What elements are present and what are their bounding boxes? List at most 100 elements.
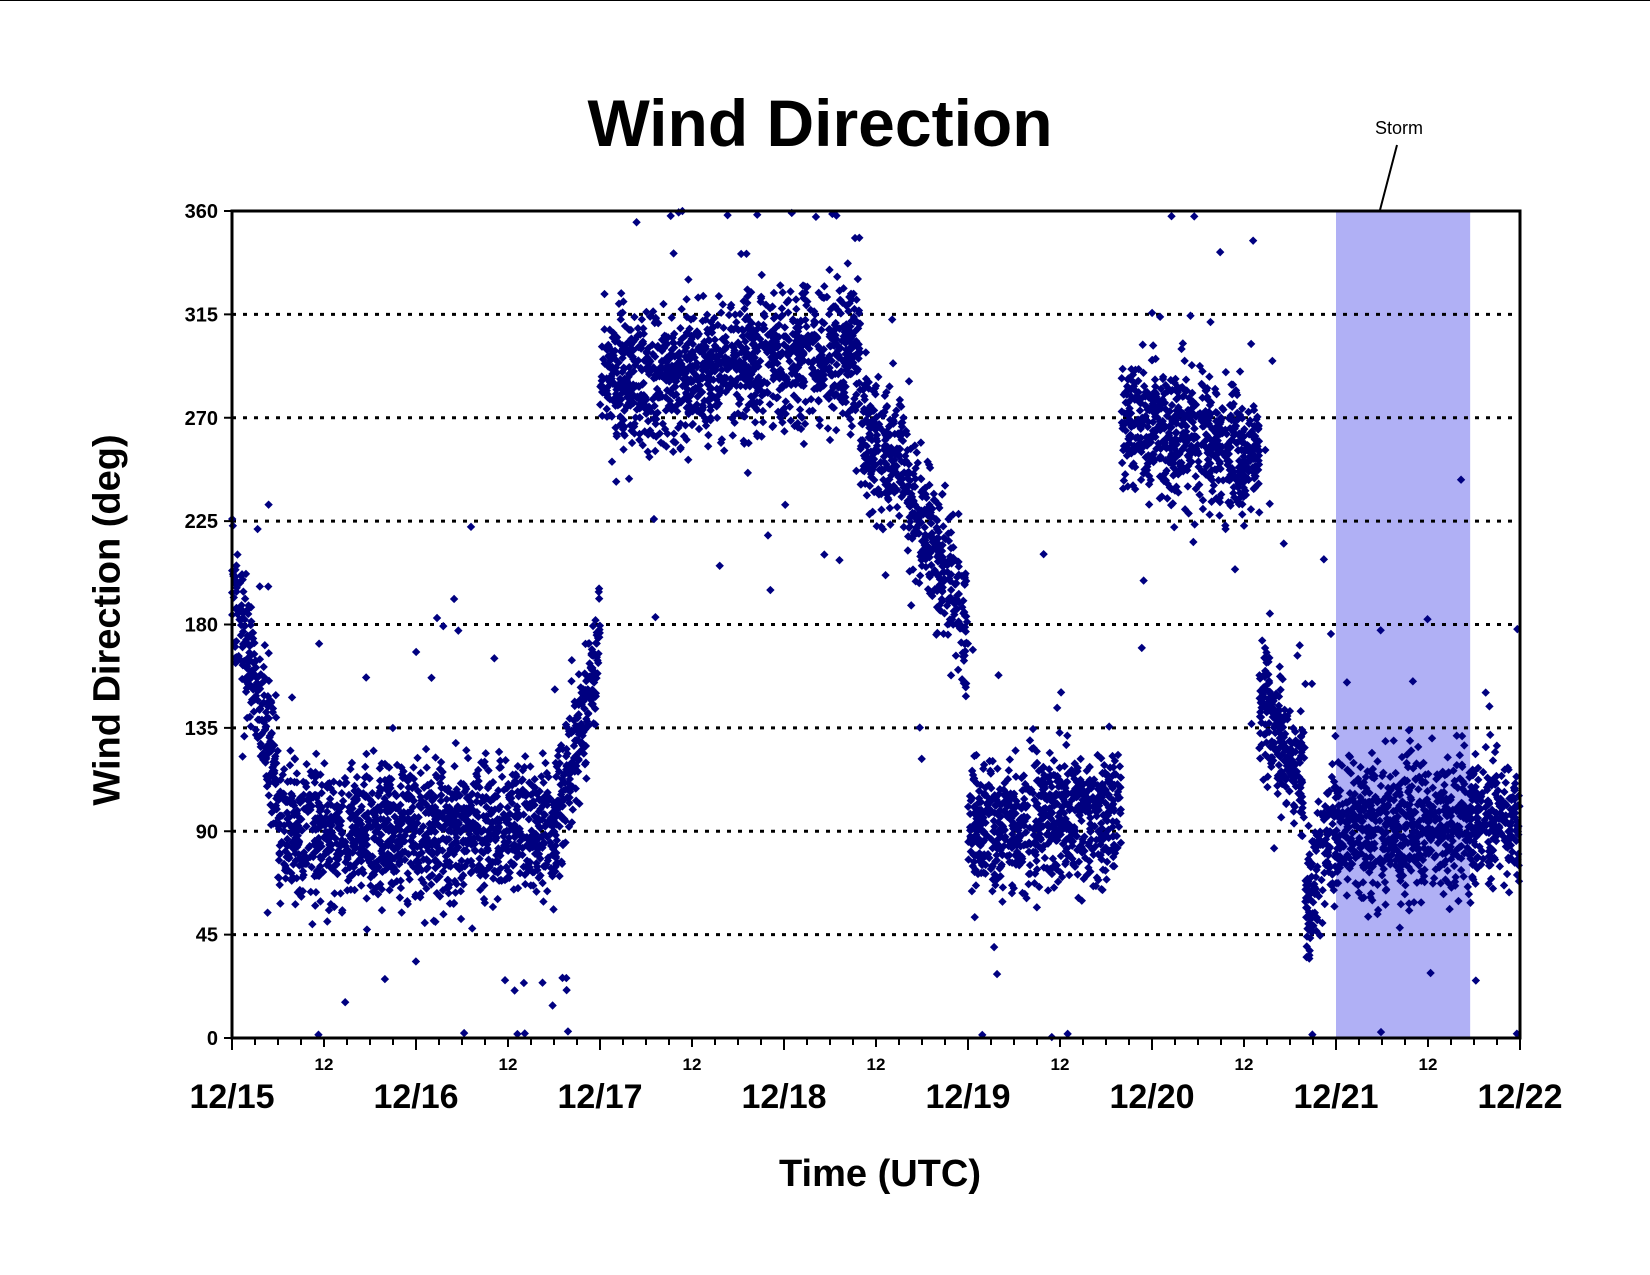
data-point	[403, 869, 413, 878]
data-point	[928, 538, 938, 547]
data-point	[1120, 470, 1130, 479]
data-point	[389, 867, 399, 877]
data-point	[663, 429, 672, 438]
data-point	[723, 359, 732, 368]
data-point	[963, 639, 973, 648]
data-point	[832, 360, 841, 369]
data-point	[928, 504, 937, 513]
data-point	[1191, 472, 1200, 481]
data-point	[720, 373, 729, 382]
data-point	[358, 865, 367, 874]
data-point	[444, 889, 453, 898]
data-point	[280, 866, 290, 875]
data-point	[744, 315, 754, 325]
data-point	[749, 339, 758, 348]
data-point	[667, 345, 677, 355]
data-point	[316, 812, 325, 822]
data-point	[550, 685, 560, 694]
top-border-line	[0, 0, 1650, 1]
data-point	[649, 374, 659, 383]
data-point	[755, 398, 765, 407]
data-point	[452, 817, 461, 827]
data-point	[414, 850, 423, 860]
data-point	[438, 834, 448, 843]
data-point	[266, 696, 276, 706]
data-point	[471, 782, 481, 791]
data-point	[346, 834, 356, 843]
data-point	[806, 305, 815, 315]
data-point	[949, 543, 958, 552]
data-point	[848, 331, 857, 340]
data-point	[636, 390, 646, 400]
data-point	[322, 860, 331, 870]
data-point	[768, 422, 777, 432]
data-point	[314, 798, 323, 807]
data-point	[483, 783, 493, 793]
data-point	[246, 722, 256, 731]
data-point	[542, 819, 551, 829]
data-point	[906, 492, 916, 501]
data-point	[643, 366, 652, 375]
data-point	[698, 366, 707, 375]
data-point	[858, 465, 868, 475]
data-point	[317, 780, 327, 790]
data-point	[639, 356, 649, 365]
data-point	[617, 289, 626, 298]
data-point	[557, 774, 567, 784]
data-point	[529, 867, 539, 877]
data-point	[730, 418, 739, 427]
data-point	[504, 779, 513, 789]
data-point	[262, 782, 272, 791]
data-point	[758, 406, 768, 416]
data-point	[791, 295, 801, 304]
data-point	[623, 381, 632, 390]
data-point	[551, 867, 560, 876]
data-point	[756, 294, 766, 303]
data-point	[662, 340, 671, 349]
data-point	[245, 652, 255, 661]
data-point	[253, 696, 262, 705]
data-point	[1118, 364, 1127, 374]
data-point	[953, 665, 963, 675]
data-point	[788, 329, 798, 339]
data-point	[1138, 340, 1147, 349]
data-point	[494, 786, 503, 795]
data-point	[477, 847, 486, 856]
data-point	[245, 656, 255, 665]
data-point	[755, 334, 765, 344]
data-point	[1104, 722, 1114, 731]
data-point	[899, 522, 908, 532]
data-point	[408, 803, 417, 812]
data-point	[770, 329, 779, 339]
data-point	[700, 413, 710, 423]
data-point	[274, 795, 283, 805]
data-point	[239, 587, 248, 596]
data-point	[675, 338, 685, 348]
data-point	[942, 601, 952, 610]
data-point	[943, 630, 953, 639]
data-point	[772, 393, 781, 403]
data-point	[753, 210, 762, 219]
data-point	[703, 361, 713, 370]
data-point	[697, 387, 707, 397]
data-point	[357, 802, 366, 811]
data-point	[496, 875, 506, 885]
data-point	[436, 779, 445, 788]
data-point	[802, 322, 811, 331]
data-point	[757, 270, 766, 280]
data-point	[253, 673, 262, 682]
data-point	[409, 825, 418, 834]
data-point	[564, 778, 573, 788]
data-point	[805, 344, 814, 353]
data-point	[910, 482, 920, 492]
data-point	[682, 295, 691, 304]
data-point	[1189, 537, 1198, 547]
data-point	[903, 445, 912, 455]
data-point	[651, 409, 661, 419]
data-point	[285, 761, 295, 770]
data-point	[638, 380, 647, 389]
data-point	[736, 381, 745, 391]
data-point	[770, 337, 780, 347]
data-point	[740, 304, 749, 313]
data-point	[422, 792, 431, 801]
